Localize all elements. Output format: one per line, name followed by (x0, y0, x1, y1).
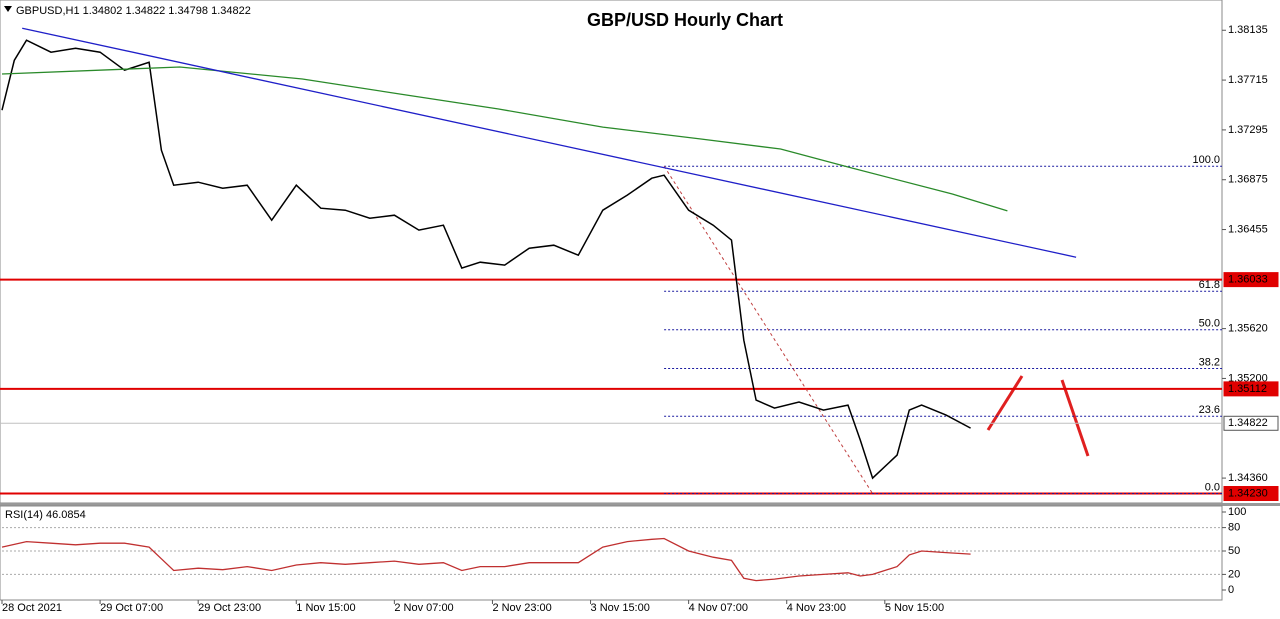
price-label-box (1223, 272, 1279, 288)
price-label: 1.36033 (1228, 274, 1268, 286)
fib-label: 23.6 (1199, 404, 1220, 416)
price-label: 1.34230 (1228, 487, 1268, 499)
series-line (22, 27, 1077, 258)
rsi-title: RSI(14) 46.0854 (5, 509, 86, 521)
menu-arrow (4, 6, 12, 12)
arrow-up (986, 375, 1024, 431)
price-label-box (1223, 381, 1279, 397)
y-tick-label: 0 (1228, 584, 1234, 596)
fib-diagonal (663, 165, 873, 494)
series-line (1, 66, 1008, 212)
y-tick-label: 1.37295 (1228, 124, 1268, 136)
x-tick-label: 2 Nov 23:00 (492, 602, 551, 614)
y-tick-label: 1.36875 (1228, 174, 1268, 186)
rsi-panel (0, 505, 1223, 601)
x-tick-label: 4 Nov 07:00 (689, 602, 748, 614)
fib-label: 100.0 (1192, 154, 1220, 166)
x-tick-label: 29 Oct 23:00 (198, 602, 261, 614)
y-tick-label: 1.37715 (1228, 74, 1268, 86)
fib-label: 61.8 (1199, 279, 1220, 291)
x-tick-label: 3 Nov 15:00 (591, 602, 650, 614)
x-tick-label: 2 Nov 07:00 (394, 602, 453, 614)
y-tick-label: 50 (1228, 545, 1240, 557)
y-tick-label: 1.34360 (1228, 472, 1268, 484)
arrow-down (1060, 379, 1090, 457)
price-label: 1.35112 (1228, 383, 1267, 395)
y-tick-label: 20 (1228, 568, 1240, 580)
price-label-box (1223, 486, 1279, 502)
series-line (1, 537, 971, 582)
panel-separator (0, 503, 1280, 506)
x-tick-label: 29 Oct 07:00 (100, 602, 163, 614)
y-tick-label: 1.36455 (1228, 223, 1268, 235)
x-tick-label: 5 Nov 15:00 (885, 602, 944, 614)
y-tick-label: 100 (1228, 506, 1246, 518)
main-panel (0, 0, 1223, 504)
series-line (1, 39, 971, 480)
fib-label: 0.0 (1205, 481, 1220, 493)
x-tick-label: 4 Nov 23:00 (787, 602, 846, 614)
x-tick-label: 1 Nov 15:00 (296, 602, 355, 614)
fib-label: 50.0 (1199, 318, 1220, 330)
price-label-box (1223, 415, 1279, 431)
price-label: 1.34822 (1228, 417, 1268, 429)
chart-title: GBP/USD Hourly Chart (587, 10, 783, 30)
y-tick-label: 1.35620 (1228, 323, 1268, 335)
y-tick-label: 80 (1228, 522, 1240, 534)
y-tick-label: 1.38135 (1228, 24, 1268, 36)
y-tick-label: 1.35200 (1228, 372, 1268, 384)
x-tick-label: 28 Oct 2021 (2, 602, 62, 614)
fib-label: 38.2 (1199, 356, 1220, 368)
header: GBPUSD,H1 1.34802 1.34822 1.34798 1.3482… (16, 5, 251, 17)
